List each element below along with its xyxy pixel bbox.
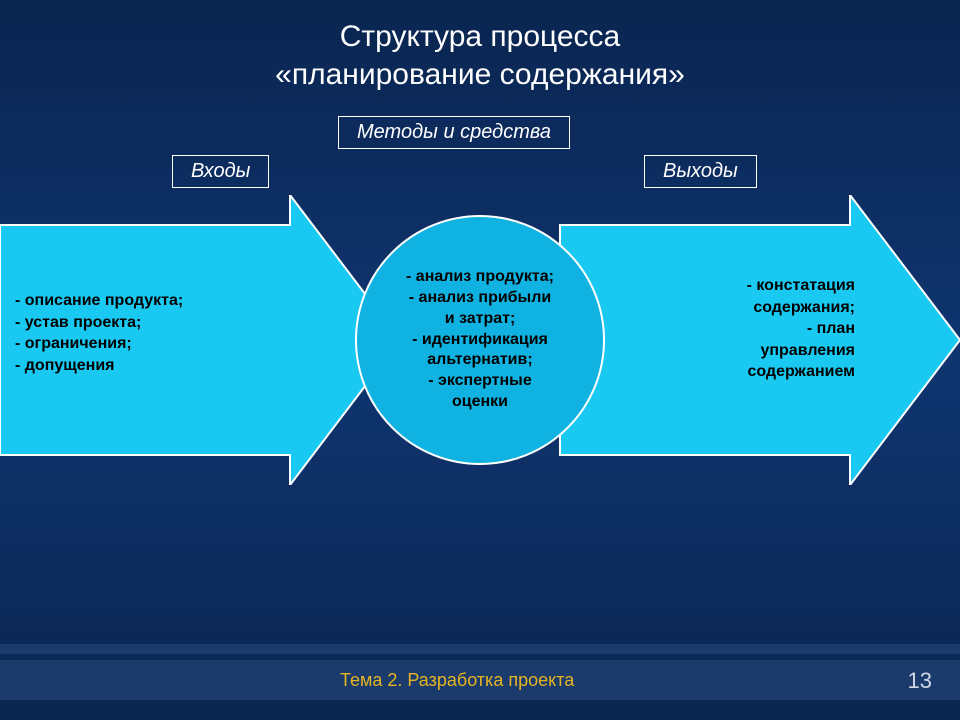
title-line1: Структура процесса [0, 18, 960, 56]
inputs-text: - описание продукта;- устав проекта; - о… [15, 290, 183, 376]
page-number: 13 [908, 668, 932, 694]
outputs-label-box: Выходы [644, 155, 757, 188]
slide-title: Структура процесса «планирование содержа… [0, 0, 960, 93]
inputs-label-text: Входы [191, 160, 250, 182]
methods-circle: - анализ продукта;- анализ прибылии затр… [355, 215, 605, 465]
title-line2: «планирование содержания» [0, 56, 960, 94]
methods-label-box: Методы и средства [338, 116, 570, 149]
outputs-text: - констатациясодержания;- плануправления… [747, 275, 855, 383]
footer-text: Тема 2. Разработка проекта [340, 670, 574, 691]
methods-label-text: Методы и средства [357, 121, 551, 143]
inputs-label-box: Входы [172, 155, 269, 188]
outputs-label-text: Выходы [663, 160, 738, 182]
methods-text: - анализ продукта;- анализ прибылии затр… [392, 267, 568, 413]
process-diagram: - анализ продукта;- анализ прибылии затр… [0, 195, 960, 485]
footer-band-thin [0, 644, 960, 654]
